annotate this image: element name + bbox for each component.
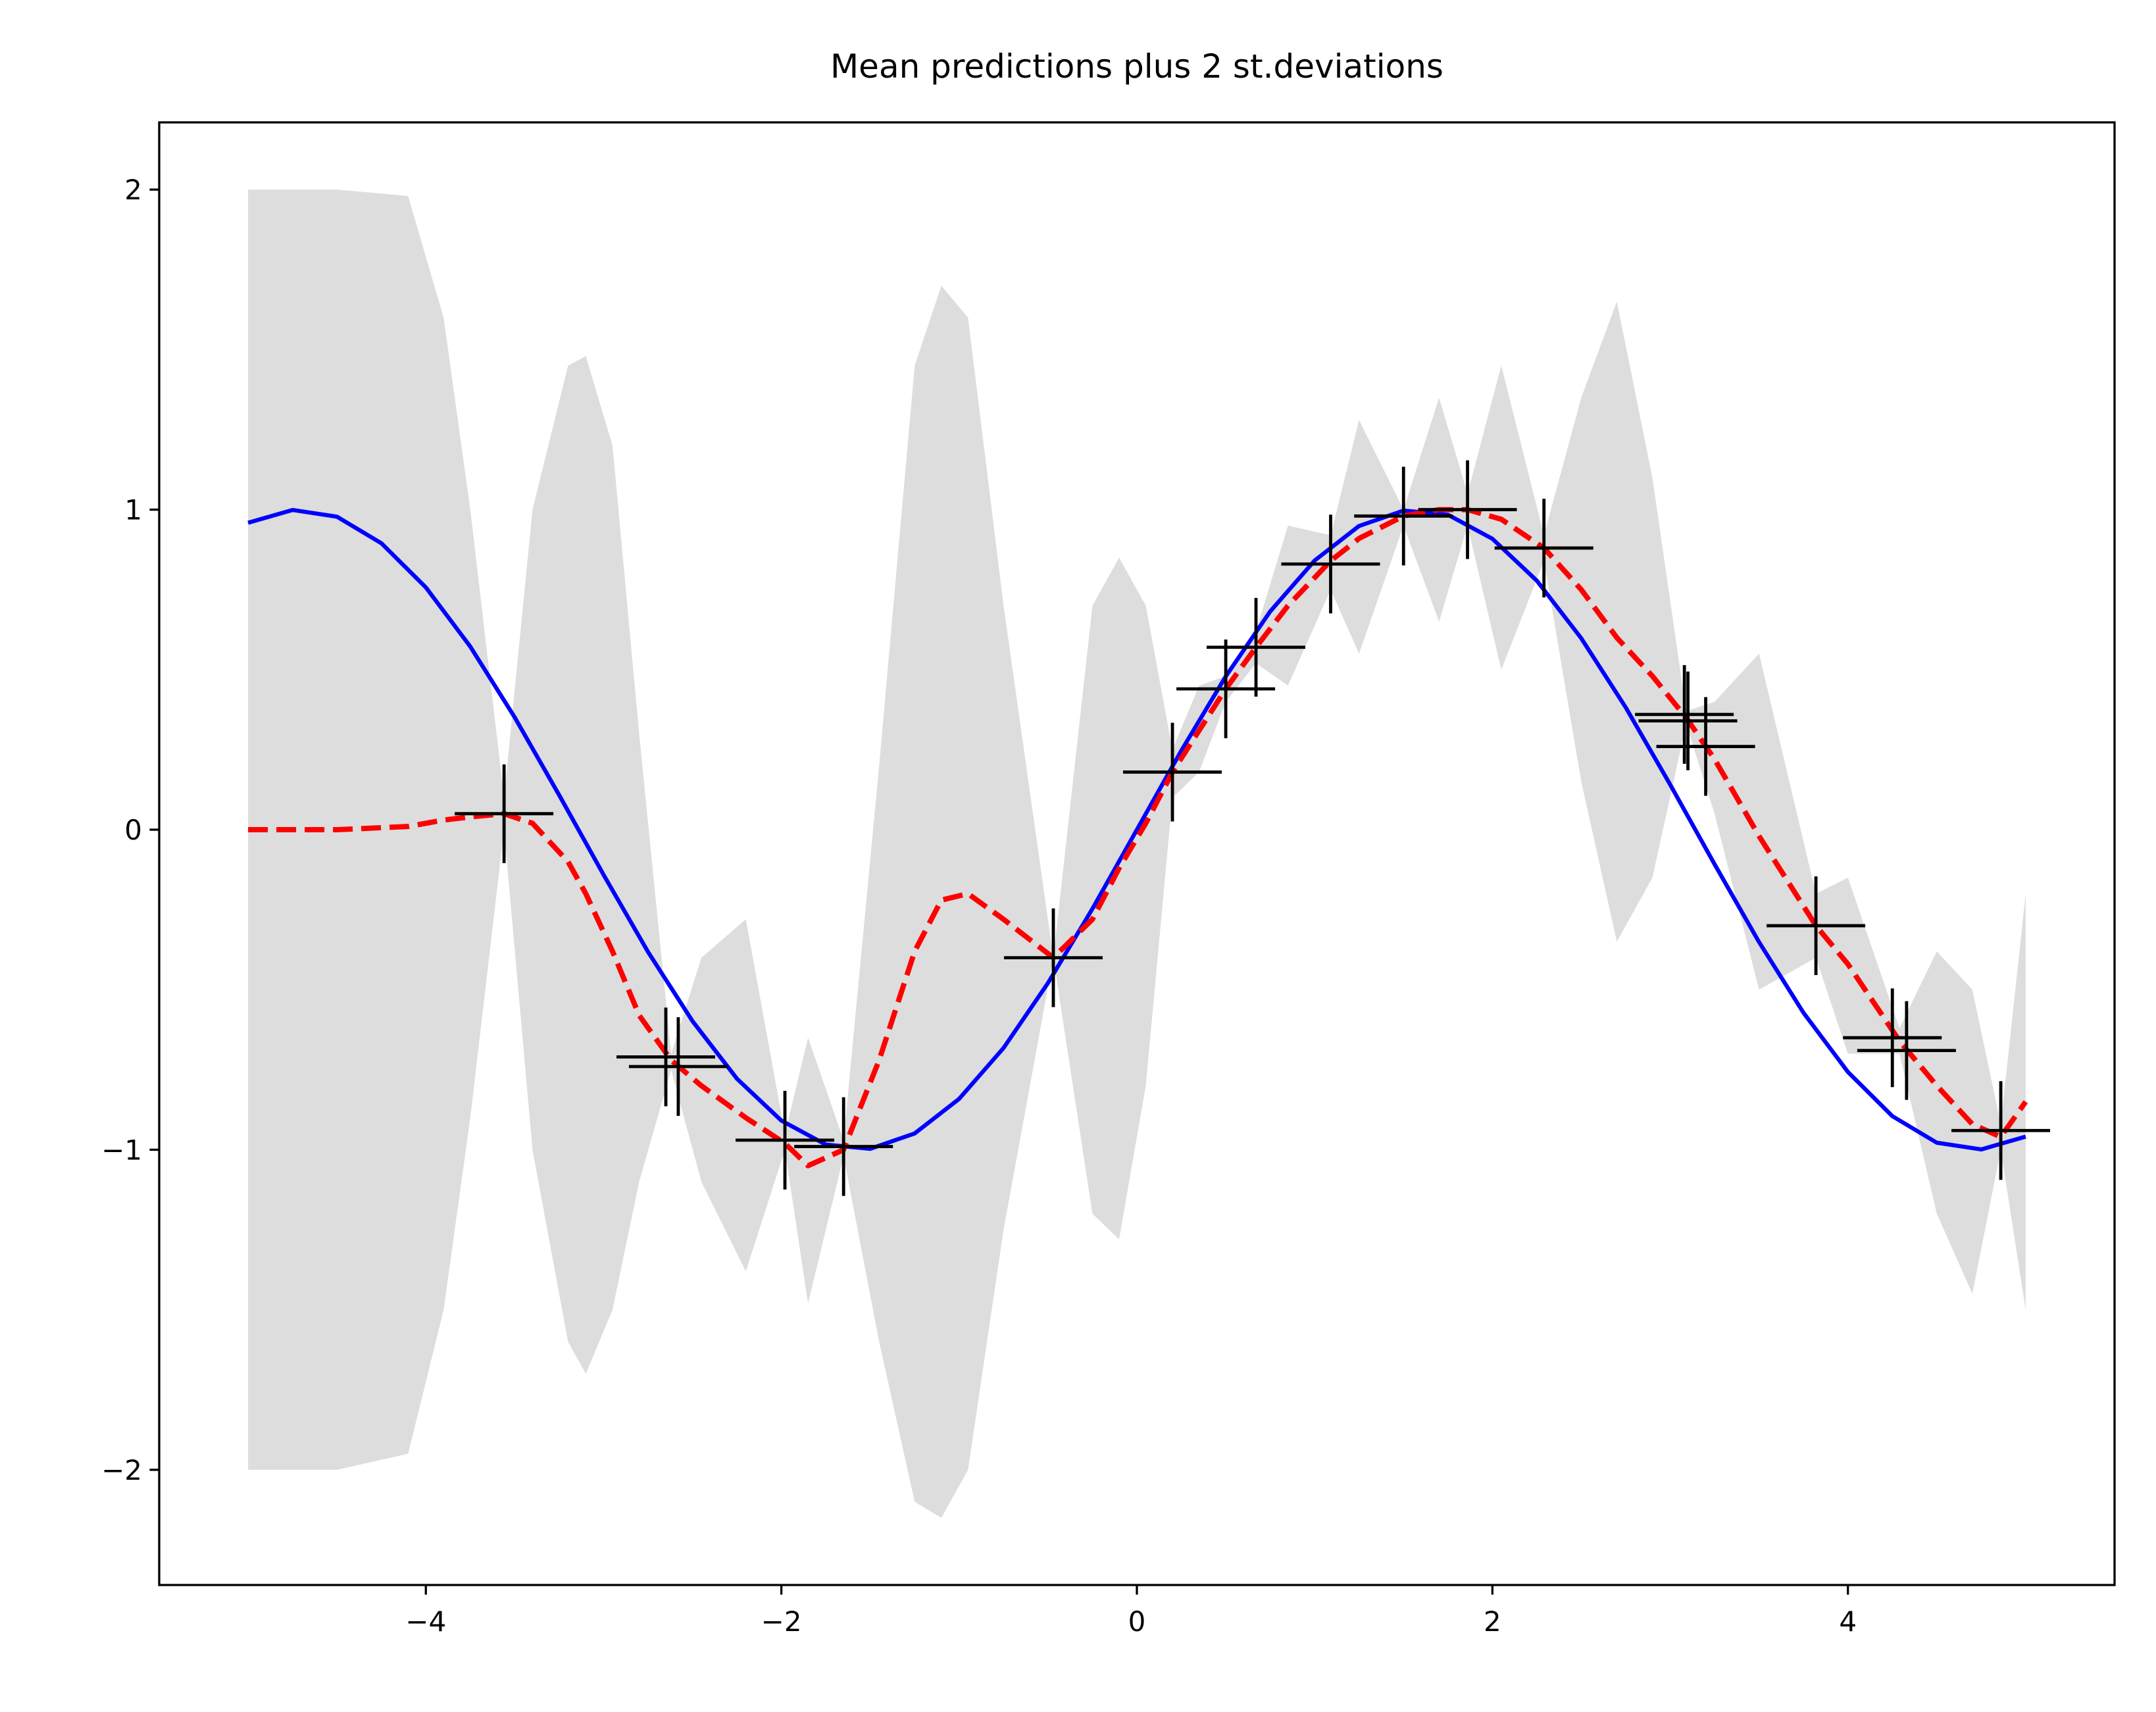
data-point <box>616 1007 716 1107</box>
x-tick-label: −2 <box>761 1605 802 1638</box>
data-point <box>1843 988 1942 1088</box>
data-point <box>1951 1081 2051 1180</box>
data-point <box>1638 671 1738 770</box>
chart-title: Mean predictions plus 2 st.deviations <box>830 47 1443 86</box>
confidence-band <box>248 189 2026 1518</box>
x-tick-label: −4 <box>405 1605 446 1638</box>
data-point <box>736 1090 835 1190</box>
data-point <box>1207 597 1306 697</box>
true-line <box>247 507 2026 1152</box>
plot-area <box>247 189 2051 1518</box>
x-tick-label: 4 <box>1839 1605 1857 1638</box>
x-tick-label: 2 <box>1484 1605 1501 1638</box>
data-point <box>1418 460 1517 559</box>
y-tick-label: −1 <box>101 1134 142 1166</box>
y-tick-label: 2 <box>124 174 142 206</box>
data-point <box>1123 722 1222 822</box>
x-tick-label: 0 <box>1128 1605 1146 1638</box>
data-point <box>1004 908 1103 1007</box>
data-point <box>455 764 554 863</box>
y-tick-label: 1 <box>124 494 142 526</box>
data-point <box>1176 639 1276 738</box>
data-point <box>794 1097 893 1196</box>
data-point <box>628 1017 728 1116</box>
y-tick-label: −2 <box>101 1454 142 1486</box>
data-point <box>1494 498 1593 597</box>
data-point <box>1656 697 1755 796</box>
data-point <box>1767 876 1866 975</box>
data-point <box>1857 1001 1956 1100</box>
y-tick-label: 0 <box>124 814 142 846</box>
data-point <box>1354 466 1453 566</box>
data-point <box>1281 515 1380 614</box>
